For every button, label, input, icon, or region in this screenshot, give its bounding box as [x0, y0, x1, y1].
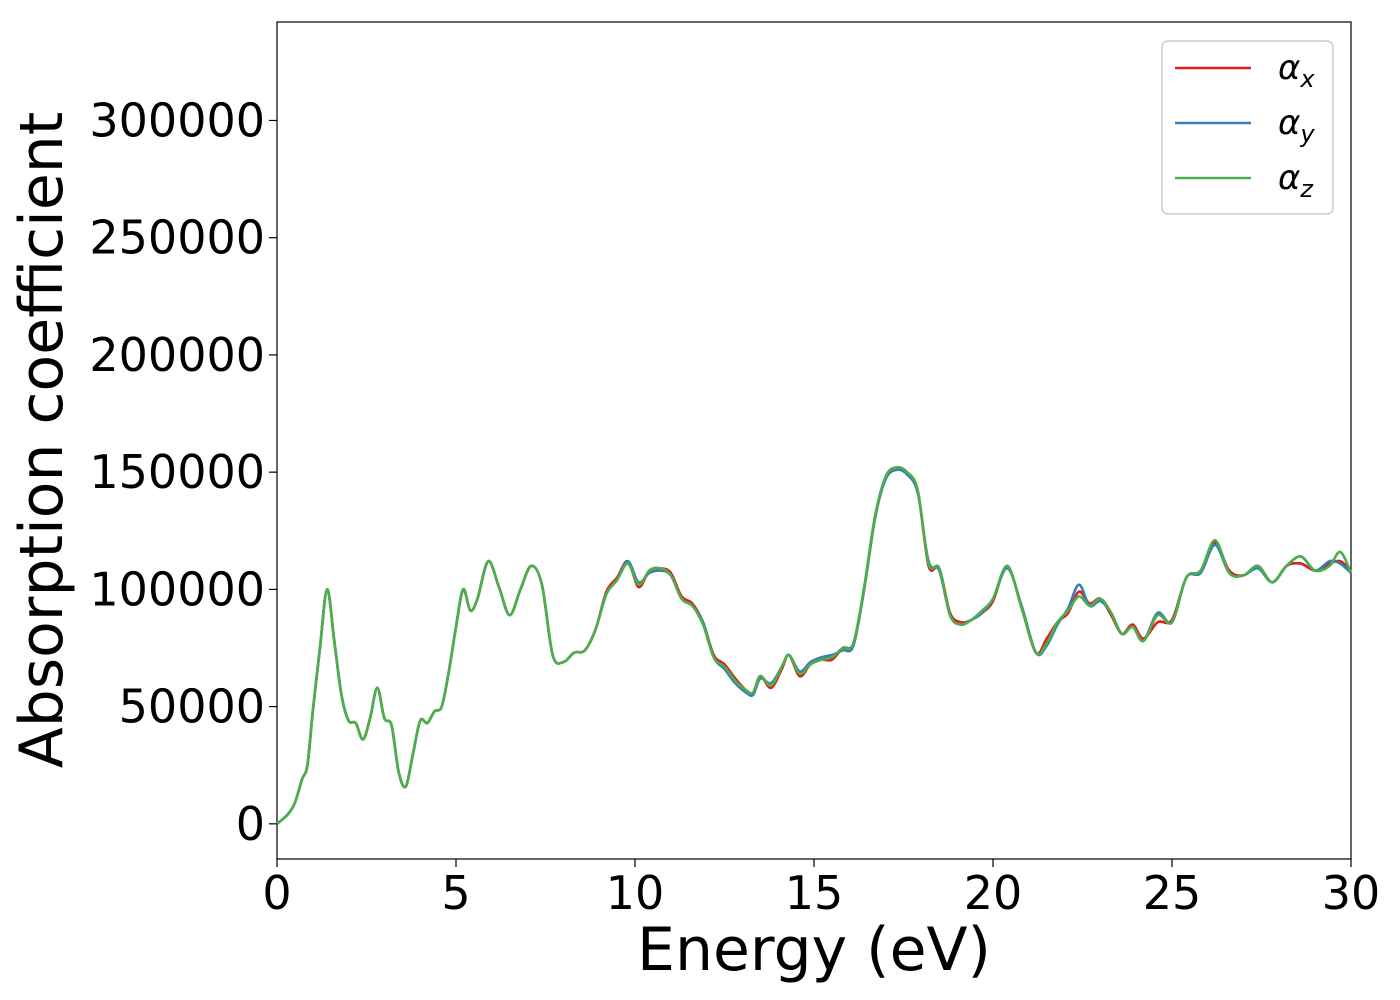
x-tick-label: 25	[1143, 866, 1202, 920]
y-tick-label: 200000	[89, 328, 265, 382]
y-tick-label: 50000	[119, 680, 265, 734]
x-axis-title: Energy (eV)	[637, 915, 991, 985]
x-tick-label: 15	[785, 866, 844, 920]
x-tick-label: 30	[1322, 866, 1381, 920]
x-tick-label: 10	[606, 866, 665, 920]
y-tick-label: 100000	[89, 562, 265, 616]
legend-label: αz	[1278, 158, 1314, 203]
y-tick-label: 300000	[89, 93, 265, 147]
y-axis: 0 50000 100000 150000 200000 250000 300000	[89, 93, 277, 851]
x-tick-label: 5	[441, 866, 470, 920]
y-tick-label: 250000	[89, 211, 265, 265]
y-tick-label: 0	[236, 797, 265, 851]
legend-items: αx αy αz	[1175, 48, 1315, 203]
x-tick-label: 0	[262, 866, 291, 920]
legend: αx αy αz	[1161, 40, 1334, 215]
legend-box	[1161, 40, 1334, 215]
x-axis: 0 5 10 15 20 25 30	[262, 859, 1380, 920]
y-tick-label: 150000	[89, 445, 265, 499]
series-layer	[276, 465, 1353, 825]
legend-label: αx	[1278, 48, 1315, 93]
legend-label: αy	[1278, 103, 1315, 148]
y-axis-title: Absorption coefficient	[7, 112, 77, 769]
series-line-3	[276, 465, 1353, 825]
x-tick-label: 20	[964, 866, 1023, 920]
